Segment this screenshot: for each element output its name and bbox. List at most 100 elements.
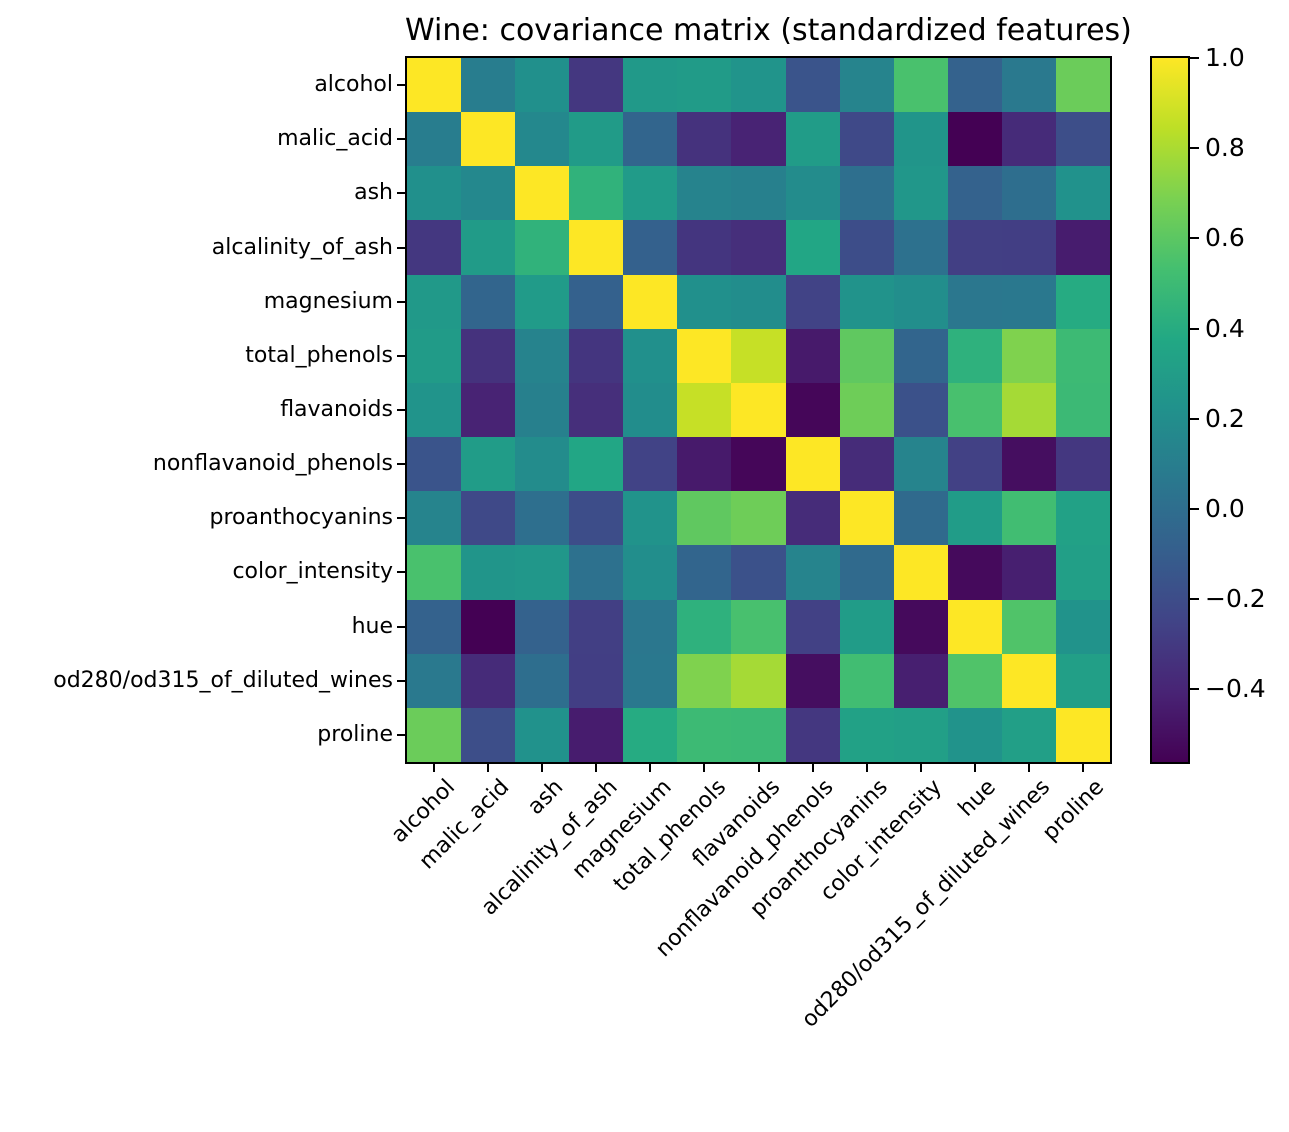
heatmap-cell [515,545,570,600]
heatmap-cell [785,599,840,654]
heatmap-cell [947,112,1002,167]
heatmap-cell [569,599,624,654]
heatmap-cell [893,220,948,275]
heatmap-cell [515,653,570,708]
heatmap-cell [515,599,570,654]
heatmap-cell [839,491,894,546]
heatmap-cell [893,599,948,654]
heatmap-cell [1001,545,1056,600]
heatmap-cell [515,491,570,546]
heatmap-cell [623,653,678,708]
heatmap-cell [785,112,840,167]
y-tick-mark [397,409,405,411]
heatmap-cell [893,707,948,762]
heatmap-cell [569,382,624,438]
colorbar-tick-mark [1190,507,1199,510]
y-tick-label: total_phenols [245,342,393,368]
heatmap-cell [407,112,462,167]
heatmap-cell [623,545,678,600]
heatmap-cell [785,220,840,275]
heatmap-cell [947,599,1002,654]
colorbar-tick-mark [1190,417,1199,420]
colorbar-tick-label: 0.6 [1205,223,1245,253]
heatmap-cell [731,112,786,167]
x-tick-mark [703,764,706,772]
colorbar-tick-mark [1190,147,1199,150]
colorbar-tick-label: −0.2 [1205,584,1266,614]
x-tick-mark [487,764,490,772]
heatmap-cell [677,707,732,762]
colorbar-tick-label: 1.0 [1205,43,1245,72]
heatmap-cell [893,382,948,438]
heatmap-cell [569,58,624,113]
heatmap-cell [1055,707,1110,762]
heatmap-cell [407,328,462,383]
heatmap-cell [569,328,624,383]
heatmap-cell [407,653,462,708]
heatmap-cell [623,707,678,762]
heatmap-cell [515,58,570,113]
heatmap-cell [677,328,732,383]
heatmap-cell [407,437,462,492]
heatmap-cell [677,382,732,438]
heatmap-cell [515,707,570,762]
heatmap-cell [839,545,894,600]
heatmap-cell [677,274,732,329]
heatmap-cell [731,437,786,492]
heatmap-cell [569,166,624,221]
y-tick-mark [397,354,405,357]
heatmap-cell [461,220,516,275]
x-tick-mark [1027,764,1030,772]
y-tick-mark [397,138,405,141]
y-tick-mark [397,192,405,195]
heatmap-cell [677,491,732,546]
colorbar-tick-mark [1190,237,1199,240]
heatmap-cell [1001,58,1056,113]
heatmap-cell [515,112,570,167]
heatmap-cell [893,112,948,167]
heatmap-cell [947,328,1002,383]
y-tick-label: malic_acid [277,126,393,152]
heatmap-cell [1055,166,1110,221]
heatmap-cell [839,599,894,654]
heatmap-cell [407,274,462,329]
heatmap-cell [623,166,678,221]
x-tick-mark [919,764,922,772]
heatmap-cell [407,545,462,600]
heatmap-cell [623,220,678,275]
heatmap-cell [1055,599,1110,654]
heatmap-cell [947,707,1002,762]
heatmap-cell [1001,220,1056,275]
heatmap-cell [1055,545,1110,600]
heatmap-cell [947,653,1002,708]
heatmap-cell [893,166,948,221]
heatmap-cell [785,166,840,221]
heatmap-cell [623,491,678,546]
heatmap-cell [1055,112,1110,167]
y-tick-label: color_intensity [232,559,393,585]
heatmap-cell [569,491,624,546]
heatmap-cell [731,545,786,600]
heatmap-cell [731,653,786,708]
heatmap-cell [677,220,732,275]
heatmap-cell [893,274,948,329]
heatmap-cell [461,58,516,113]
heatmap-cell [1001,382,1056,438]
y-tick-label: ash [354,180,393,206]
heatmap-cell [515,437,570,492]
heatmap-cell [623,112,678,167]
chart-title: Wine: covariance matrix (standardized fe… [405,13,1132,48]
y-tick-label: hue [351,613,393,639]
heatmap-cell [677,112,732,167]
heatmap-cell [1001,653,1056,708]
heatmap-cell [1001,166,1056,221]
colorbar-tick-mark [1190,598,1199,601]
heatmap-cell [569,653,624,708]
heatmap-cell [407,220,462,275]
heatmap-cell [407,58,462,113]
heatmap-cell [1055,58,1110,113]
heatmap-cell [893,437,948,492]
colorbar-tick-label: 0.4 [1205,313,1245,343]
heatmap-cell [677,58,732,113]
y-tick-label: nonflavanoid_phenols [152,451,393,477]
